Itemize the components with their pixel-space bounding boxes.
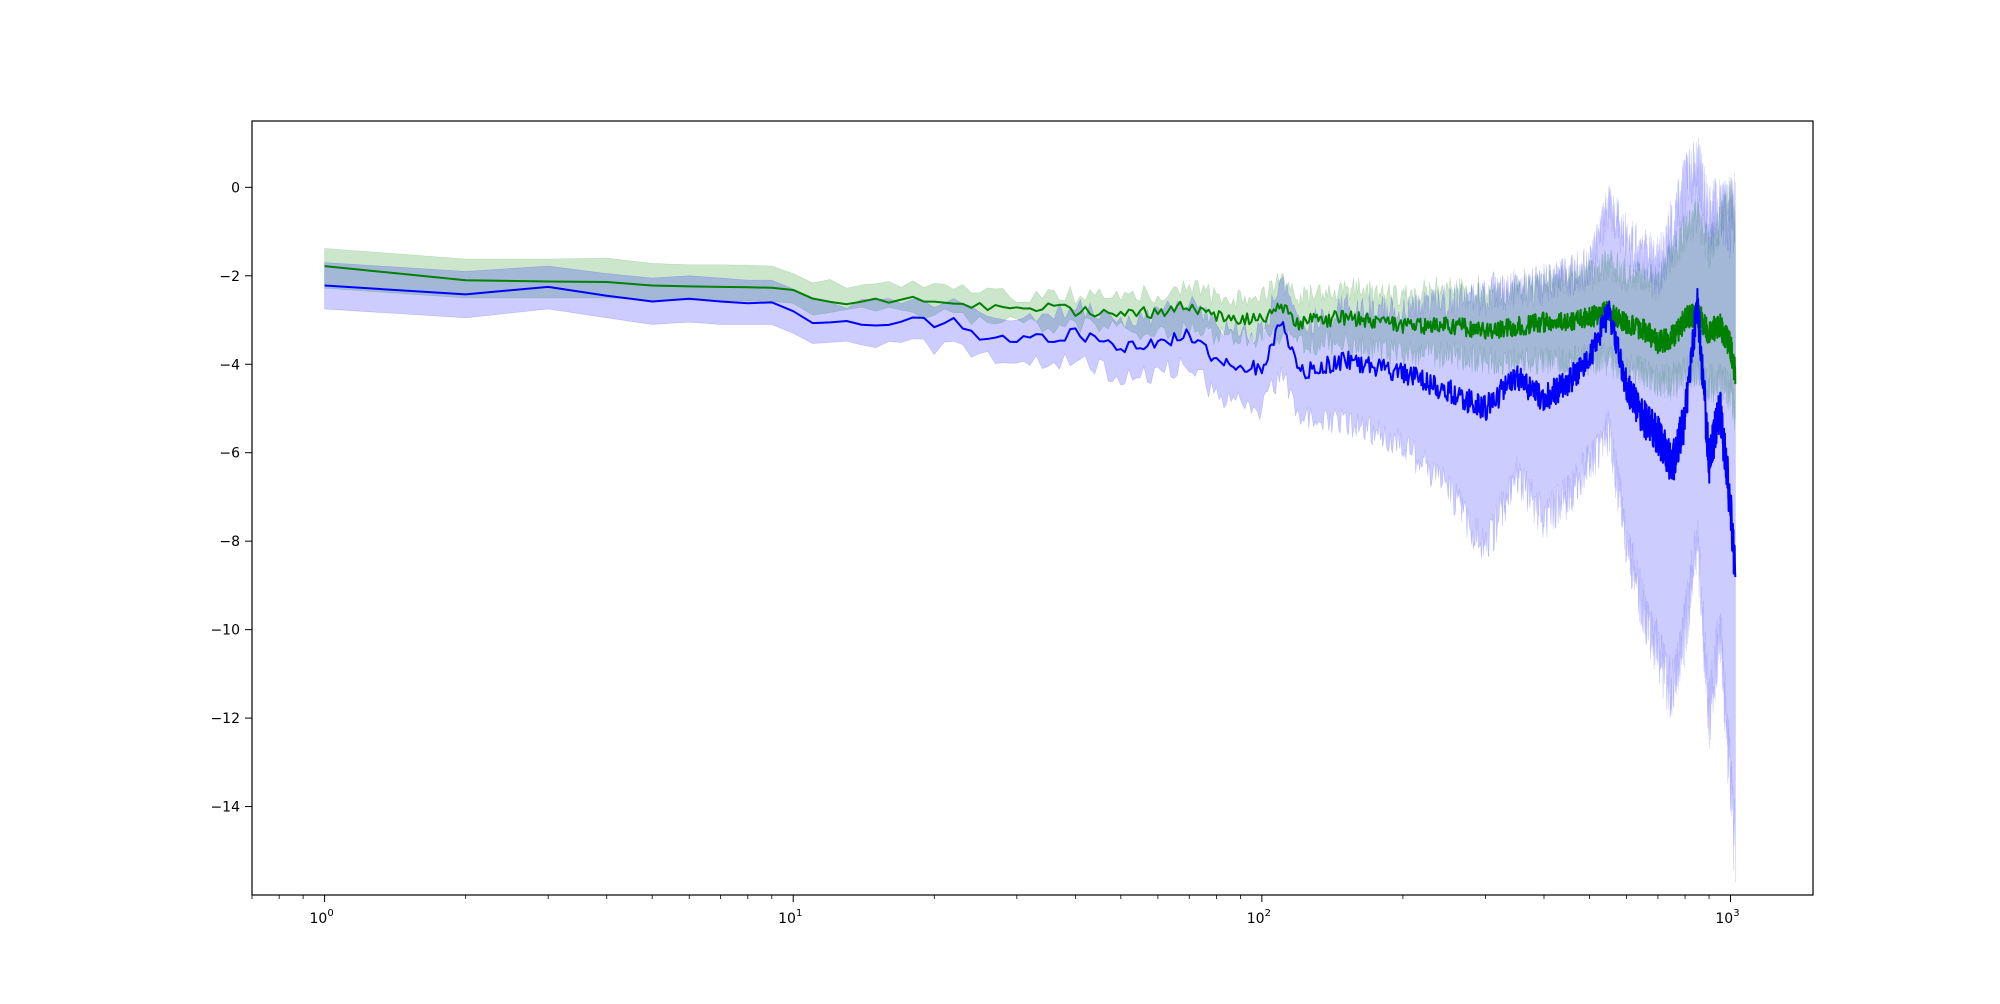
line-series-2: [324, 284, 1737, 578]
x-tick-exponent-0: 0: [327, 908, 333, 919]
x-tick-exponent-2: 2: [1265, 908, 1271, 919]
y-tick-label-2: −4: [219, 357, 240, 373]
x-tick-exponent-3: 3: [1733, 908, 1739, 919]
y-axis: 0 −2 −4 −6 −8 −10 −12 −14: [210, 180, 252, 816]
y-tick-label-3: −6: [219, 446, 240, 462]
y-tick-label-1: −2: [219, 269, 240, 285]
plot-frame: [251, 120, 1814, 896]
x-tick-label-3: 103: [1715, 908, 1739, 927]
band-series-2: [324, 137, 1736, 882]
x-axis: 100 101 102 103: [251, 895, 1740, 927]
y-tick-label-7: −14: [210, 800, 240, 816]
confidence-bands: [324, 137, 1736, 882]
x-tick-label-0: 100: [309, 908, 333, 927]
y-tick-label-6: −12: [210, 711, 240, 727]
x-tick-exponent-1: 1: [796, 908, 802, 919]
y-tick-label-0: 0: [231, 180, 240, 196]
y-tick-label-5: −10: [210, 623, 240, 639]
band-series-1: [324, 176, 1736, 431]
series-lines: [324, 265, 1737, 578]
plot-area-background: [252, 121, 1813, 895]
x-tick-label-1: 101: [778, 908, 802, 927]
y-tick-label-4: −8: [219, 534, 240, 550]
x-tick-label-2: 102: [1247, 908, 1271, 927]
